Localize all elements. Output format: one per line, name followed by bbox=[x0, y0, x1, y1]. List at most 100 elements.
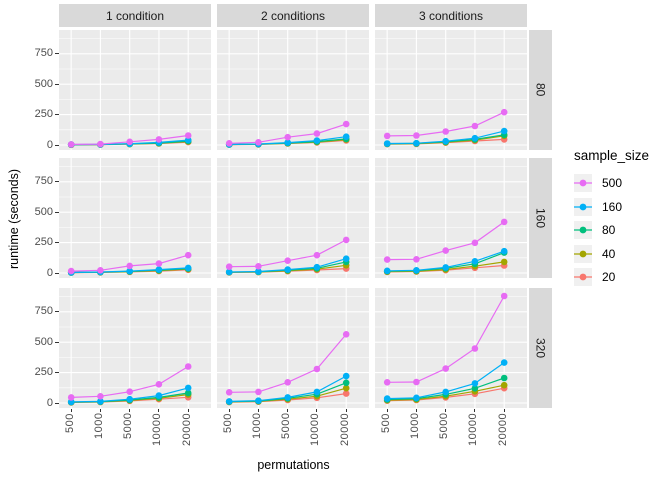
x-axis-tick-label: 500 bbox=[221, 413, 234, 433]
legend-key-point bbox=[579, 179, 587, 187]
data-point-500 bbox=[500, 108, 508, 116]
data-point-160 bbox=[155, 392, 163, 399]
legend-item-label: 160 bbox=[602, 199, 623, 214]
data-point-500 bbox=[383, 256, 391, 263]
data-point-80 bbox=[500, 374, 508, 382]
y-axis-tick-label: 750 bbox=[34, 47, 53, 60]
facet-row-label: 160 bbox=[533, 207, 548, 229]
data-point-160 bbox=[313, 388, 321, 396]
data-point-500 bbox=[284, 379, 291, 386]
y-axis-tick-label: 500 bbox=[34, 205, 53, 218]
x-axis-tick-mark bbox=[445, 408, 447, 412]
data-point-160 bbox=[500, 359, 508, 366]
data-point-500 bbox=[67, 394, 75, 401]
data-point-160 bbox=[225, 398, 233, 405]
panel-80-2-conditions bbox=[217, 30, 369, 150]
x-axis-tick-mark bbox=[158, 408, 160, 412]
data-point-500 bbox=[97, 267, 104, 274]
x-axis-tick-label: 5000 bbox=[438, 413, 451, 440]
data-point-20 bbox=[342, 390, 350, 397]
legend-key-swatch bbox=[574, 174, 592, 192]
y-axis-tick-mark bbox=[55, 311, 59, 313]
data-point-500 bbox=[184, 251, 192, 259]
data-point-160 bbox=[255, 268, 262, 275]
x-axis-tick-mark bbox=[129, 408, 131, 412]
x-axis-tick-mark bbox=[316, 408, 318, 412]
data-point-500 bbox=[67, 267, 75, 275]
data-point-80 bbox=[184, 389, 192, 397]
x-axis-tick-label: 20000 bbox=[496, 413, 509, 447]
data-point-160 bbox=[413, 394, 420, 402]
y-axis-tick-mark bbox=[55, 144, 59, 146]
x-axis-title: permutations bbox=[257, 458, 330, 472]
data-point-500 bbox=[313, 251, 321, 259]
data-point-500 bbox=[155, 381, 163, 388]
x-axis-tick-label: 5000 bbox=[280, 413, 293, 440]
data-point-160 bbox=[500, 127, 508, 135]
data-point-160 bbox=[342, 255, 350, 262]
data-point-500 bbox=[284, 257, 291, 264]
y-axis-tick-label: 750 bbox=[34, 175, 53, 188]
data-point-160 bbox=[284, 139, 291, 146]
x-axis-tick-mark bbox=[415, 408, 417, 412]
legend-item-label: 40 bbox=[602, 246, 616, 261]
x-axis-tick-mark bbox=[257, 408, 259, 412]
x-axis-tick-label: 20000 bbox=[180, 413, 193, 447]
data-point-80 bbox=[471, 385, 479, 392]
y-axis-tick-label: 0 bbox=[46, 266, 53, 279]
data-point-160 bbox=[184, 136, 192, 144]
data-point-160 bbox=[284, 394, 291, 401]
x-axis-tick-mark bbox=[287, 408, 289, 412]
legend-key-point bbox=[579, 273, 587, 281]
x-axis-tick-label: 500 bbox=[379, 413, 392, 433]
data-point-500 bbox=[313, 130, 321, 137]
panel-80-3-conditions bbox=[375, 30, 527, 150]
data-point-500 bbox=[413, 256, 420, 263]
x-axis-tick-label: 10000 bbox=[467, 413, 480, 447]
data-point-40 bbox=[500, 381, 508, 389]
facet-row-label: 320 bbox=[533, 337, 548, 359]
data-point-160 bbox=[383, 267, 391, 275]
x-axis-tick-mark bbox=[70, 408, 72, 412]
data-point-500 bbox=[284, 133, 291, 141]
y-axis-tick-mark bbox=[55, 242, 59, 244]
y-axis-tick-label: 250 bbox=[34, 366, 53, 379]
data-point-160 bbox=[126, 395, 133, 403]
panel-320-1-condition bbox=[59, 288, 211, 408]
data-point-500 bbox=[342, 120, 350, 128]
data-point-160 bbox=[413, 139, 420, 147]
data-point-500 bbox=[255, 139, 262, 146]
x-axis-tick-label: 1000 bbox=[250, 413, 263, 440]
facet-col-label: 3 conditions bbox=[418, 8, 484, 23]
x-axis-tick-mark bbox=[99, 408, 101, 412]
facet-col-label: 1 condition bbox=[105, 8, 165, 23]
x-axis-tick-mark bbox=[228, 408, 230, 412]
data-point-500 bbox=[471, 239, 479, 247]
x-axis-tick-mark bbox=[345, 408, 347, 412]
y-axis-tick-mark bbox=[55, 181, 59, 183]
panel-320-2-conditions bbox=[217, 288, 369, 408]
data-point-160 bbox=[342, 372, 350, 380]
facet-row-strip-1: 80 bbox=[529, 30, 552, 150]
legend-item-160: 160 bbox=[574, 197, 664, 216]
data-point-500 bbox=[126, 388, 133, 395]
y-axis-tick-mark bbox=[55, 402, 59, 404]
legend-item-40: 40 bbox=[574, 244, 664, 263]
y-axis-tick-mark bbox=[55, 53, 59, 55]
data-point-500 bbox=[471, 345, 479, 352]
panel-160-3-conditions bbox=[375, 158, 527, 278]
x-axis-tick-label: 5000 bbox=[122, 413, 135, 440]
y-axis-title: runtime (seconds) bbox=[7, 168, 21, 270]
data-point-500 bbox=[413, 132, 420, 139]
legend-item-20: 20 bbox=[574, 268, 664, 286]
data-point-500 bbox=[184, 363, 192, 370]
data-point-500 bbox=[155, 136, 163, 143]
data-point-160 bbox=[225, 268, 233, 276]
y-axis-tick-label: 250 bbox=[34, 108, 53, 121]
data-point-160 bbox=[442, 388, 449, 396]
data-point-40 bbox=[342, 384, 350, 392]
panel-320-3-conditions bbox=[375, 288, 527, 408]
data-point-160 bbox=[184, 264, 192, 272]
y-axis-tick-label: 500 bbox=[34, 77, 53, 90]
legend-key-point bbox=[579, 226, 587, 234]
